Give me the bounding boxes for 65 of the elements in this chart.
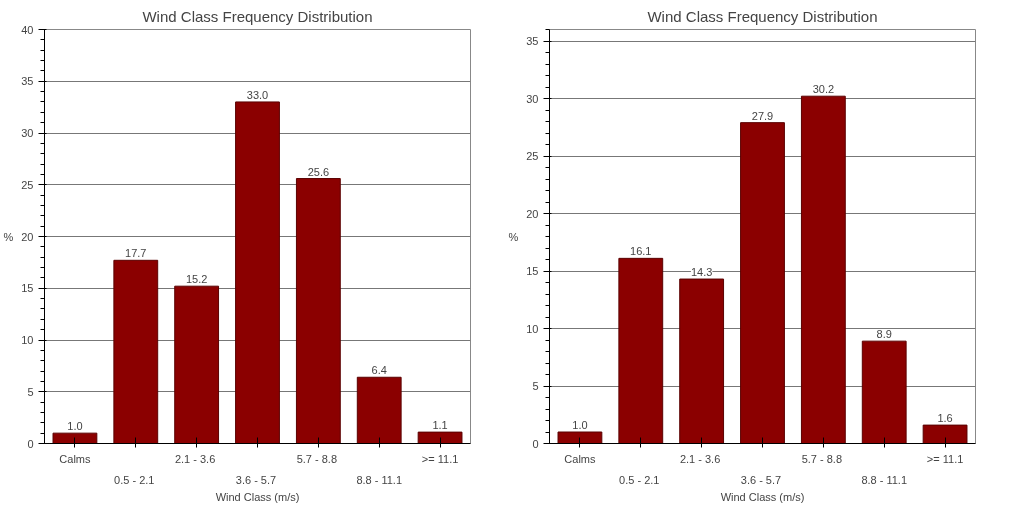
bar [295, 178, 341, 444]
bar [679, 278, 725, 444]
data-label: 1.0 [572, 419, 588, 431]
y-axis-title: % [508, 230, 519, 243]
data-label: 15.2 [185, 273, 208, 286]
x-tick-label: 2.1 - 3.6 [679, 452, 721, 465]
y-tick-label: 15 [21, 282, 34, 295]
y-tick-label: 10 [526, 322, 539, 335]
x-tick-label: 0.5 - 2.1 [619, 473, 660, 486]
bar [861, 340, 907, 444]
chart-title: Wind Class Frequency Distribution [647, 7, 878, 25]
y-tick-label: 30 [21, 127, 34, 139]
bar [52, 432, 98, 444]
bar [235, 101, 280, 444]
bar [174, 285, 220, 444]
data-label: 6.4 [371, 364, 387, 377]
x-tick-label: 0.5 - 2.1 [114, 473, 155, 486]
x-axis-title: Wind Class (m/s) [720, 490, 805, 503]
data-label: 25.6 [307, 165, 330, 178]
bar [356, 376, 402, 444]
x-tick-label: 2.1 - 3.6 [174, 452, 216, 465]
data-label: 14.3 [690, 266, 713, 279]
data-label: 27.9 [751, 109, 774, 122]
y-tick-label: 20 [526, 207, 539, 220]
data-label: 33.0 [246, 88, 269, 101]
data-label: 16.1 [630, 245, 652, 258]
bar [557, 431, 603, 444]
y-tick-label: 25 [21, 178, 34, 191]
y-tick-label: 20 [21, 230, 34, 243]
y-tick-label: 30 [526, 92, 539, 105]
data-label: 1.0 [67, 420, 83, 433]
y-tick-label: 10 [21, 334, 34, 346]
x-tick-label: 3.6 - 5.7 [740, 473, 782, 486]
y-tick-label: 5 [532, 380, 539, 392]
bar [800, 95, 846, 444]
bar [740, 122, 785, 444]
x-axis-title: Wind Class (m/s) [215, 490, 300, 503]
y-tick-label: 35 [526, 35, 539, 47]
x-tick-label: 8.8 - 11.1 [356, 473, 403, 486]
x-tick-label: >= 11.1 [926, 452, 964, 465]
data-label: 1.1 [432, 419, 448, 432]
x-tick-label: 3.6 - 5.7 [235, 473, 277, 486]
data-label: 8.9 [876, 328, 892, 341]
bar [113, 259, 159, 444]
y-tick-label: 0 [532, 437, 539, 450]
bar [922, 424, 968, 444]
bar [618, 257, 664, 444]
y-tick-label: 25 [526, 150, 539, 162]
x-tick-label: Calms [59, 452, 92, 465]
y-tick-label: 5 [27, 385, 34, 398]
x-tick-label: 5.7 - 8.8 [296, 452, 338, 465]
y-tick-label: 0 [27, 437, 34, 450]
bar [417, 431, 463, 444]
data-label: 30.2 [812, 83, 835, 96]
y-tick-label: 15 [526, 265, 539, 277]
x-tick-label: >= 11.1 [421, 452, 459, 465]
chart-title: Wind Class Frequency Distribution [142, 7, 373, 25]
x-tick-label: 5.7 - 8.8 [801, 452, 843, 465]
y-tick-label: 35 [21, 75, 34, 88]
x-tick-label: 8.8 - 11.1 [861, 473, 908, 486]
data-label: 17.7 [125, 247, 147, 260]
x-tick-label: Calms [564, 452, 597, 465]
y-axis-title: % [3, 230, 14, 243]
y-tick-label: 40 [21, 23, 34, 36]
data-label: 1.6 [937, 412, 953, 425]
